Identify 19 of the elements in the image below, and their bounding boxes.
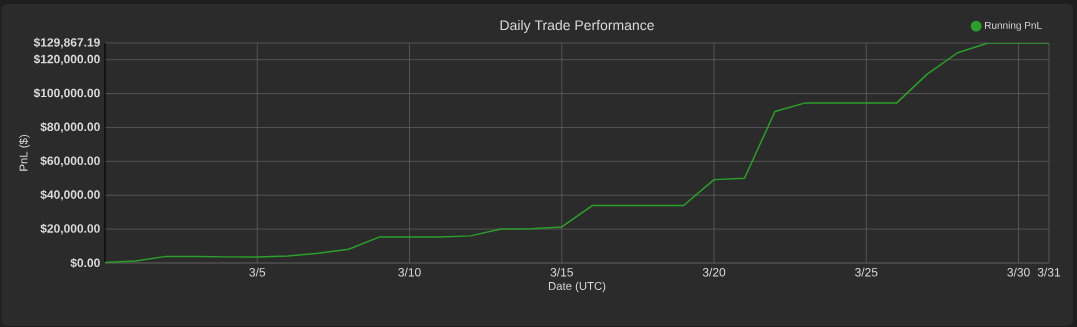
y-tick-label: $100,000.00 — [33, 88, 100, 99]
x-tick-label: 3/15 — [550, 267, 573, 277]
x-tick-label: 3/10 — [398, 267, 421, 277]
y-tick-label: $0.00 — [70, 258, 100, 268]
x-tick-label: 3/30 — [1007, 267, 1030, 277]
y-tick-label: $40,000.00 — [40, 189, 100, 201]
legend-label: Running PnL — [985, 21, 1042, 31]
y-axis-title: PnL ($) — [19, 135, 30, 171]
y-tick-label: $120,000.00 — [33, 54, 100, 66]
x-axis-title: Date (UTC) — [548, 281, 606, 293]
x-tick-label: 3/20 — [702, 267, 726, 277]
x-tick-label: 3/31 — [1037, 267, 1061, 277]
y-tick-label: $80,000.00 — [40, 122, 100, 133]
y-tick-label: $129,867.19 — [33, 37, 100, 49]
y-tick-label: $20,000.00 — [40, 223, 100, 235]
y-tick-label: $60,000.00 — [40, 155, 100, 167]
x-tick-label: 3/25 — [855, 267, 878, 277]
chart-title: Daily Trade Performance — [500, 19, 654, 33]
x-tick-label: 3/5 — [249, 267, 266, 277]
